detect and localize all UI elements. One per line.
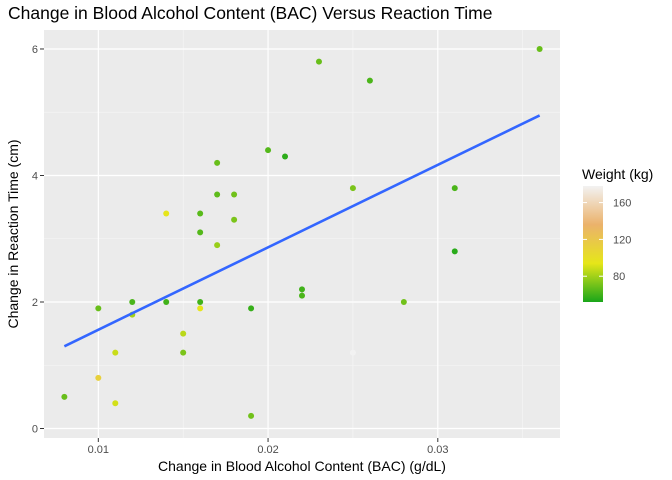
- y-axis-ticks: 0 2 4 6: [32, 44, 44, 436]
- data-point: [163, 299, 170, 305]
- data-point: [112, 400, 119, 407]
- data-point: [248, 305, 255, 312]
- y-axis-title: Change in Reaction Time (cm): [5, 139, 21, 328]
- y-tick-label: 2: [32, 297, 38, 309]
- chart-title: Change in Blood Alcohol Content (BAC) Ve…: [8, 3, 492, 23]
- minor-gridlines: [44, 30, 560, 438]
- data-point: [231, 191, 238, 198]
- data-point: [349, 349, 356, 356]
- legend-tick-label: 160: [613, 198, 631, 210]
- y-tick-label: 4: [32, 170, 38, 182]
- x-axis-ticks: 0.01 0.02 0.03: [88, 438, 449, 456]
- data-point: [349, 185, 356, 192]
- data-point: [129, 299, 136, 305]
- data-point: [197, 210, 204, 217]
- data-point: [95, 305, 102, 312]
- data-point: [248, 412, 255, 419]
- data-point: [315, 58, 322, 65]
- data-point: [214, 242, 221, 249]
- legend-colorbar: [583, 186, 603, 302]
- plot-panel: [44, 30, 560, 438]
- data-point: [214, 159, 221, 166]
- data-point: [197, 229, 204, 236]
- data-point: [197, 305, 204, 312]
- data-point: [299, 286, 305, 293]
- data-point: [197, 299, 204, 305]
- data-point: [451, 248, 458, 255]
- x-tick-label: 0.01: [88, 444, 109, 456]
- data-point: [299, 292, 305, 299]
- legend-ticks: 80 120 160: [583, 198, 631, 283]
- data-point: [400, 299, 407, 305]
- data-point: [95, 374, 102, 381]
- data-point: [163, 210, 170, 217]
- x-tick-label: 0.02: [257, 444, 278, 456]
- data-point: [536, 45, 543, 52]
- data-point: [265, 147, 272, 154]
- data-point: [451, 185, 458, 192]
- y-tick-label: 6: [32, 44, 38, 56]
- data-point: [282, 153, 289, 160]
- data-point: [214, 191, 221, 198]
- data-point: [180, 330, 187, 337]
- data-point: [366, 77, 373, 84]
- data-point: [180, 349, 187, 356]
- y-tick-label: 0: [32, 424, 38, 436]
- data-point: [61, 393, 68, 400]
- data-point: [231, 216, 238, 223]
- x-axis-title: Change in Blood Alcohol Content (BAC) (g…: [158, 458, 446, 474]
- legend: Weight (kg) 80 120 160: [582, 166, 653, 302]
- legend-title: Weight (kg): [582, 166, 653, 182]
- trend-line: [63, 114, 541, 348]
- scatter-points: [61, 45, 543, 419]
- x-tick-label: 0.03: [427, 444, 448, 456]
- data-point: [112, 349, 119, 356]
- legend-tick-label: 80: [613, 271, 625, 283]
- legend-tick-label: 120: [613, 234, 631, 246]
